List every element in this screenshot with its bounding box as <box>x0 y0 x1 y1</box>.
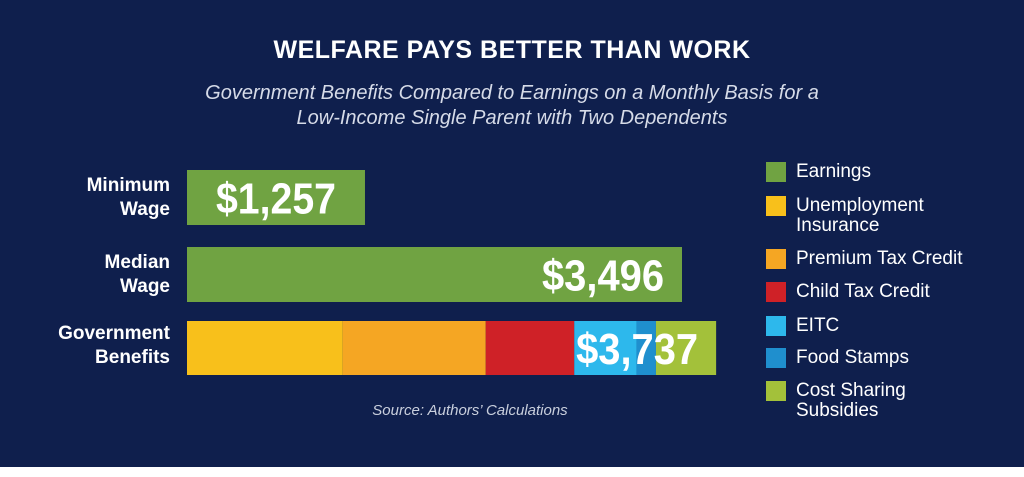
legend-swatch <box>766 316 786 336</box>
chart-title: WELFARE PAYS BETTER THAN WORK <box>273 36 751 64</box>
legend-label: EITC <box>796 316 1006 336</box>
chart-subtitle-line-2: Low-Income Single Parent with Two Depend… <box>296 107 728 129</box>
category-label-line: Government <box>58 323 170 344</box>
bar-segment-earnings <box>187 170 365 225</box>
legend-label-line: Subsidies <box>796 400 879 421</box>
category-label-line: Wage <box>120 276 170 297</box>
category-label-line: Benefits <box>95 347 170 368</box>
legend-label: Premium Tax Credit <box>796 249 1006 269</box>
bar-segment-premium-tax-credit <box>342 321 486 375</box>
bar-segment-earnings <box>187 247 682 302</box>
category-label-line: Median <box>104 252 170 273</box>
legend-swatch <box>766 282 786 302</box>
legend-item: Unemployment Insurance <box>766 196 1006 236</box>
legend-label-line: Food Stamps <box>796 347 909 368</box>
legend-label: Cost Sharing Subsidies <box>796 381 1006 421</box>
legend-swatch <box>766 196 786 216</box>
bar-segment-eitc <box>574 321 637 375</box>
bottom-border <box>0 467 1024 477</box>
legend-label-line: Insurance <box>796 215 880 236</box>
legend-label: Child Tax Credit <box>796 282 1006 302</box>
legend-label-line: Premium Tax Credit <box>796 248 963 269</box>
legend-label-line: Earnings <box>796 161 871 182</box>
legend-item: Food Stamps <box>766 348 1006 368</box>
legend-label-line: Unemployment <box>796 195 924 216</box>
legend-label: Earnings <box>796 162 1006 182</box>
legend-label-line: Child Tax Credit <box>796 281 930 302</box>
bar-segment-unemployment-insurance <box>187 321 343 375</box>
data-label: $1,257 <box>216 175 336 224</box>
legend-swatch <box>766 348 786 368</box>
legend-item: Premium Tax Credit <box>766 249 1006 269</box>
legend-swatch <box>766 381 786 401</box>
legend-swatch <box>766 162 786 182</box>
legend-item: Child Tax Credit <box>766 282 1006 302</box>
legend-label: Unemployment Insurance <box>796 196 1006 236</box>
legend-item: Earnings <box>766 162 1006 182</box>
legend-label: Food Stamps <box>796 348 1006 368</box>
legend-label-line: Cost Sharing <box>796 380 906 401</box>
bar-segment-child-tax-credit <box>485 321 575 375</box>
category-label-minimum-wage: Minimum Wage <box>20 174 170 222</box>
chart-subtitle-line-1: Government Benefits Compared to Earnings… <box>205 82 819 104</box>
category-label-line: Wage <box>120 199 170 220</box>
category-label-median-wage: Median Wage <box>20 251 170 299</box>
category-label-line: Minimum <box>86 175 170 196</box>
legend-item: Cost Sharing Subsidies <box>766 381 1006 421</box>
source-note: Source: Authors’ Calculations <box>372 402 568 419</box>
data-label: $3,737 <box>576 325 698 374</box>
bar-segment-cost-sharing-subsidies <box>655 321 717 375</box>
bar-segment-food-stamps <box>636 321 656 375</box>
legend-swatch <box>766 249 786 269</box>
legend-label-line: EITC <box>796 315 840 336</box>
category-label-government-benefits: Government Benefits <box>20 322 170 370</box>
data-label: $3,496 <box>542 252 664 301</box>
legend-item: EITC <box>766 316 1006 336</box>
